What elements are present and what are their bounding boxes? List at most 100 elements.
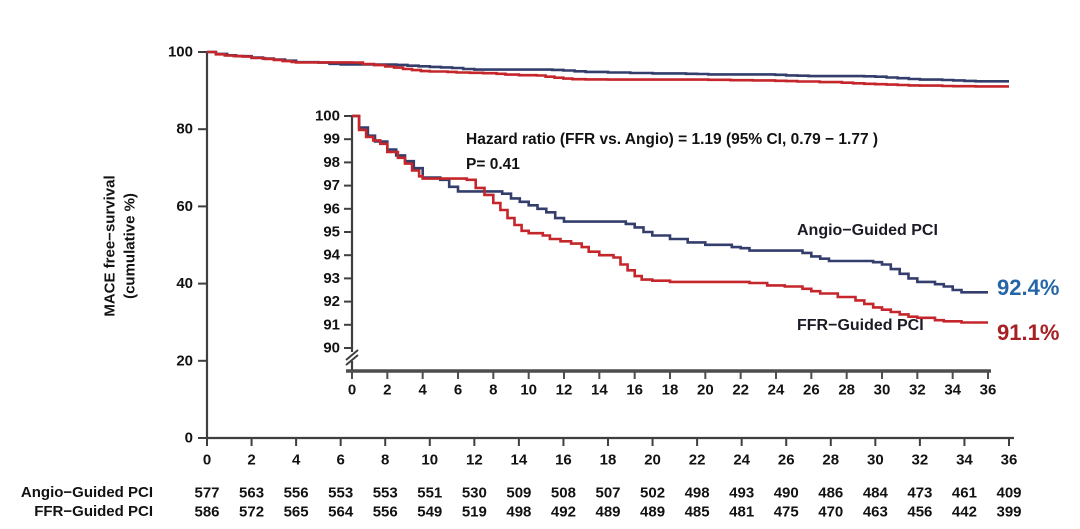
inset-x-tick-label: 2 bbox=[383, 382, 391, 399]
axis-break-gap bbox=[345, 352, 359, 361]
at-risk-value: 492 bbox=[551, 504, 576, 521]
inset-x-tick-label: 26 bbox=[803, 382, 820, 399]
main-curve-angio bbox=[207, 50, 1009, 83]
at-risk-value: 456 bbox=[907, 504, 932, 521]
at-risk-value: 473 bbox=[907, 485, 932, 502]
y-axis-title-line2: (cumulative %) bbox=[121, 193, 138, 299]
inset-y-tick-label: 95 bbox=[323, 224, 340, 241]
at-risk-value: 409 bbox=[996, 485, 1021, 502]
inset-y-tick-label: 100 bbox=[315, 108, 340, 125]
at-risk-value: 549 bbox=[417, 504, 442, 521]
at-risk-value: 481 bbox=[729, 504, 754, 521]
at-risk-value: 507 bbox=[595, 485, 620, 502]
at-risk-value: 502 bbox=[640, 485, 665, 502]
main-x-tick-label: 14 bbox=[511, 452, 528, 469]
at-risk-value: 564 bbox=[328, 504, 354, 521]
main-x-tick-label: 24 bbox=[733, 452, 750, 469]
inset-x-tick-label: 20 bbox=[697, 382, 714, 399]
main-y-tick-label: 0 bbox=[185, 430, 193, 447]
inset-y-tick-label: 90 bbox=[323, 340, 340, 357]
inset-x-tick-label: 12 bbox=[556, 382, 573, 399]
inset-x-tick-label: 10 bbox=[520, 382, 537, 399]
inset-x-tick-label: 0 bbox=[348, 382, 356, 399]
main-x-tick-label: 6 bbox=[336, 452, 344, 469]
inset-x-tick-label: 6 bbox=[454, 382, 462, 399]
inset-y-tick-label: 97 bbox=[323, 177, 340, 194]
at-risk-value: 553 bbox=[328, 485, 353, 502]
main-y-tick-label: 100 bbox=[168, 44, 193, 61]
y-axis-title: MACE free−survival (cumulative %) bbox=[101, 175, 140, 316]
at-risk-row-label-angio: Angio−Guided PCI bbox=[20, 484, 153, 501]
inset-x-tick-label: 36 bbox=[980, 382, 997, 399]
main-x-tick-label: 36 bbox=[1001, 452, 1018, 469]
at-risk-value: 498 bbox=[506, 504, 531, 521]
at-risk-row-label-ffr: FFR−Guided PCI bbox=[34, 503, 153, 520]
at-risk-value: 498 bbox=[685, 485, 710, 502]
inset-y-tick-label: 92 bbox=[323, 293, 340, 310]
at-risk-value: 577 bbox=[194, 485, 219, 502]
main-x-tick-label: 10 bbox=[421, 452, 438, 469]
at-risk-value: 563 bbox=[239, 485, 264, 502]
inset-x-tick-label: 22 bbox=[732, 382, 749, 399]
angio-final-percentage: 92.4% bbox=[997, 275, 1060, 300]
main-x-tick-label: 30 bbox=[867, 452, 884, 469]
inset-y-tick-label: 94 bbox=[323, 247, 340, 264]
inset-x-tick-label: 18 bbox=[662, 382, 679, 399]
y-axis-title-line1: MACE free−survival bbox=[101, 175, 119, 317]
ffr-final-percentage: 91.1% bbox=[997, 320, 1060, 345]
at-risk-value: 461 bbox=[952, 485, 977, 502]
at-risk-value: 490 bbox=[774, 485, 799, 502]
at-risk-value: 530 bbox=[462, 485, 487, 502]
ffr-curve-label: FFR−Guided PCI bbox=[797, 317, 924, 334]
at-risk-table: 577 563 556 553 553 551 530 509 508 507 502 498 493 4… bbox=[194, 485, 1021, 521]
main-x-tick-label: 18 bbox=[600, 452, 617, 469]
at-risk-value: 519 bbox=[462, 504, 487, 521]
main-x-tick-label: 32 bbox=[912, 452, 929, 469]
at-risk-value: 556 bbox=[373, 504, 398, 521]
main-x-tick-label: 28 bbox=[822, 452, 839, 469]
at-risk-value: 475 bbox=[774, 504, 799, 521]
inset-x-tick-label: 14 bbox=[591, 382, 608, 399]
inset-curve-angio bbox=[352, 114, 988, 294]
at-risk-value: 463 bbox=[863, 504, 888, 521]
at-risk-value: 509 bbox=[506, 485, 531, 502]
inset-y-tick-label: 99 bbox=[323, 131, 340, 148]
main-y-tick-label: 80 bbox=[176, 121, 193, 138]
main-curve-ffr bbox=[207, 50, 1009, 88]
angio-curve-label: Angio−Guided PCI bbox=[797, 222, 938, 239]
main-x-tick-label: 12 bbox=[466, 452, 483, 469]
inset-x-tick-label: 34 bbox=[944, 382, 961, 399]
at-risk-value: 470 bbox=[818, 504, 843, 521]
main-x-tick-label: 8 bbox=[381, 452, 389, 469]
at-risk-value: 489 bbox=[640, 504, 665, 521]
at-risk-value: 572 bbox=[239, 504, 264, 521]
inset-y-tick-label: 91 bbox=[323, 316, 340, 333]
at-risk-value: 551 bbox=[417, 485, 442, 502]
hazard-ratio-annotation: Hazard ratio (FFR vs. Angio) = 1.19 (95%… bbox=[466, 131, 879, 148]
inset-x-tick-label: 8 bbox=[489, 382, 497, 399]
at-risk-value: 399 bbox=[996, 504, 1021, 521]
main-x-tick-label: 16 bbox=[555, 452, 572, 469]
inset-x-tick-label: 28 bbox=[838, 382, 855, 399]
at-risk-value: 442 bbox=[952, 504, 977, 521]
main-y-tick-label: 20 bbox=[176, 352, 193, 369]
inset-x-tick-label: 4 bbox=[418, 382, 427, 399]
at-risk-value: 486 bbox=[818, 485, 843, 502]
at-risk-value: 489 bbox=[595, 504, 620, 521]
at-risk-value: 484 bbox=[863, 485, 889, 502]
inset-x-tick-label: 16 bbox=[626, 382, 643, 399]
main-x-tick-label: 22 bbox=[689, 452, 706, 469]
at-risk-value: 485 bbox=[685, 504, 710, 521]
at-risk-value: 508 bbox=[551, 485, 576, 502]
inset-x-tick-label: 24 bbox=[768, 382, 785, 399]
main-y-tick-label: 40 bbox=[176, 275, 193, 292]
inset-y-tick-label: 98 bbox=[323, 154, 340, 171]
axis-break-mark bbox=[345, 354, 359, 366]
inset-y-tick-label: 93 bbox=[323, 270, 340, 287]
inset-x-tick-label: 32 bbox=[909, 382, 926, 399]
main-x-tick-label: 2 bbox=[247, 452, 255, 469]
at-risk-value: 493 bbox=[729, 485, 754, 502]
